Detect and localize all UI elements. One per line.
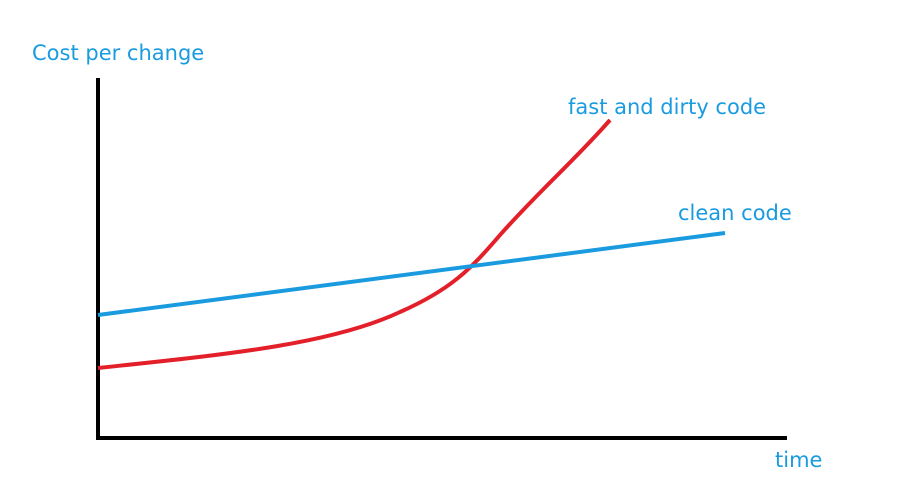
x-axis-label: time (775, 448, 822, 472)
clean-code-line (97, 231, 726, 317)
curve-label: clean code (678, 201, 792, 225)
y-axis-label: Cost per change (32, 41, 204, 65)
curve-label: fast and dirty code (568, 95, 766, 119)
dirty-code-curve (97, 118, 612, 370)
